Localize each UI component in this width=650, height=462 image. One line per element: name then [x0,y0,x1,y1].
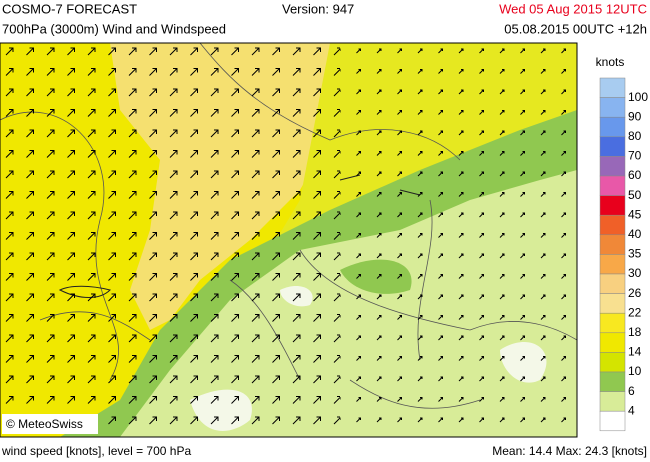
legend-label: 70 [628,149,642,163]
legend-swatch [599,332,626,353]
footer-right: Mean: 14.4 Max: 24.3 [knots] [492,444,647,458]
legend-label: 18 [628,325,642,339]
legend-swatch [599,116,626,138]
legend-swatch [599,195,626,216]
legend-label: 45 [628,207,642,221]
legend-swatch [599,352,626,373]
legend-label: 10 [628,364,642,378]
map-frame [0,42,578,438]
legend-swatch [599,214,626,236]
legend-label: 100 [628,90,648,104]
legend-swatch [599,234,626,255]
title: COSMO-7 FORECAST [2,1,137,16]
legend-label: 14 [628,345,642,359]
legend-swatch [599,273,626,294]
legend-swatch [599,293,626,314]
map: © MeteoSwiss [0,43,577,437]
legend-label: 90 [628,109,642,123]
legend-label: 4 [628,403,635,417]
legend-swatch [599,97,626,118]
legend-swatch [599,312,626,334]
legend-label: 60 [628,168,642,182]
legend-label: 40 [628,227,642,241]
valid-time: Wed 05 Aug 2015 12UTC [499,1,647,16]
legend-label: 35 [628,247,642,261]
legend-swatch [599,77,626,98]
legend-swatch [599,136,626,157]
legend-label: 80 [628,129,642,143]
legend-label: 50 [628,188,642,202]
legend-label: 6 [628,384,635,398]
legend-unit: knots [596,55,625,69]
legend-swatch [599,410,626,432]
footer-left: wind speed [knots], level = 700 hPa [1,444,191,458]
legend-swatch [599,254,626,275]
legend-swatch [599,175,626,196]
legend-label: 26 [628,286,642,300]
legend-label: 22 [628,305,642,319]
version: Version: 947 [282,1,354,16]
legend: 100 90 80 70 60 50 45 40 35 30 26 22 18 14 10 6 4 [599,77,648,432]
legend-swatch [599,391,626,412]
subtitle: 700hPa (3000m) Wind and Windspeed [2,21,226,36]
legend-swatch [599,371,626,392]
legend-label: 30 [628,266,642,280]
legend-swatch [599,156,626,177]
run-time: 05.08.2015 00UTC +12h [504,21,647,36]
copyright: © MeteoSwiss [6,417,83,431]
